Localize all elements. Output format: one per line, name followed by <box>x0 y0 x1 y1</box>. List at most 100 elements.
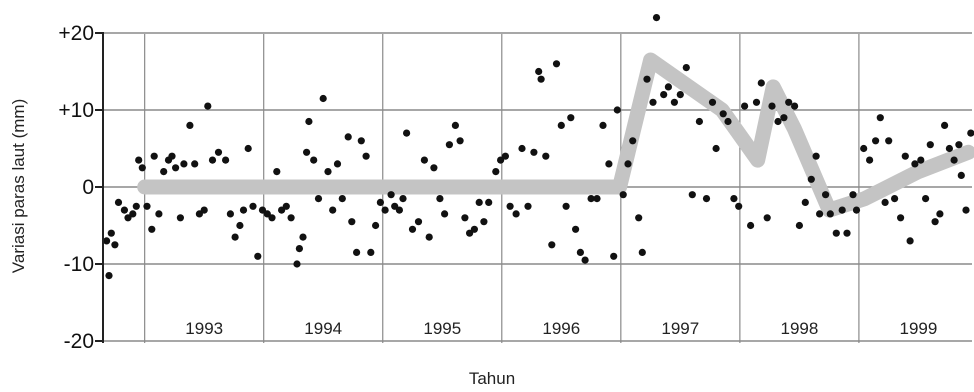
data-point <box>567 114 575 122</box>
y-tick-label: 0 <box>82 176 94 199</box>
data-point <box>114 198 123 206</box>
data-point <box>475 198 483 206</box>
data-point <box>957 171 965 179</box>
data-point <box>282 202 290 210</box>
data-point <box>780 114 788 122</box>
data-point <box>244 144 252 153</box>
data-point <box>610 252 618 260</box>
data-point <box>372 221 380 230</box>
year-label: 1996 <box>542 319 580 338</box>
data-point <box>480 218 488 226</box>
data-point <box>395 206 403 214</box>
data-point <box>941 121 949 129</box>
data-point <box>129 210 137 218</box>
data-point <box>329 206 337 214</box>
data-point <box>293 260 301 268</box>
data-point <box>470 225 478 233</box>
data-point <box>638 248 646 256</box>
data-point <box>461 214 469 222</box>
data-point <box>414 218 423 226</box>
data-point <box>138 164 146 172</box>
data-point <box>456 137 464 145</box>
data-point <box>576 248 585 256</box>
data-point <box>936 210 944 218</box>
x-axis-title: Tahun <box>469 369 515 388</box>
data-point <box>752 98 761 106</box>
data-point <box>593 195 601 203</box>
data-point <box>557 121 565 129</box>
data-point <box>812 152 820 160</box>
data-point <box>399 195 407 203</box>
data-point <box>926 141 934 149</box>
data-point <box>314 195 323 203</box>
data-point <box>897 214 905 222</box>
data-point <box>664 83 673 91</box>
data-point <box>562 202 570 210</box>
y-tick-labels: +20 +10 0 -10 -20 <box>58 22 94 353</box>
data-point <box>931 218 939 226</box>
year-label: 1995 <box>423 319 461 338</box>
data-point <box>367 248 375 256</box>
data-point <box>445 141 453 149</box>
data-point <box>950 156 958 164</box>
data-point <box>132 202 140 210</box>
data-point <box>757 79 765 87</box>
data-point <box>676 91 684 99</box>
data-point <box>832 229 840 237</box>
data-point <box>236 221 244 230</box>
data-point <box>891 195 899 203</box>
data-point <box>268 214 276 222</box>
data-point <box>876 114 884 122</box>
y-tick-label: +20 <box>58 22 94 45</box>
data-point <box>922 195 930 203</box>
data-point <box>204 102 212 110</box>
data-point <box>535 67 543 76</box>
data-point <box>408 225 417 233</box>
data-point <box>795 221 804 230</box>
data-point <box>148 225 156 233</box>
axes <box>95 32 104 343</box>
data-point <box>357 137 365 145</box>
year-label: 1998 <box>780 319 818 338</box>
data-point <box>530 148 538 156</box>
data-point <box>552 60 561 68</box>
data-point <box>695 117 704 126</box>
data-point <box>712 144 720 153</box>
data-point <box>143 202 151 210</box>
data-point <box>150 152 158 160</box>
data-point <box>763 214 771 222</box>
data-point <box>962 206 970 214</box>
data-point <box>635 214 643 222</box>
data-points <box>103 14 974 280</box>
data-point <box>305 117 313 126</box>
data-point <box>492 168 500 176</box>
data-point <box>501 152 509 160</box>
data-point <box>801 198 809 206</box>
data-point <box>430 164 438 172</box>
data-point <box>852 206 861 214</box>
data-point <box>466 229 474 237</box>
data-point <box>324 168 332 176</box>
data-point <box>518 144 526 153</box>
data-point <box>176 214 184 222</box>
data-point <box>643 75 651 83</box>
data-point <box>768 102 776 110</box>
data-point <box>670 98 679 106</box>
data-point <box>436 195 444 203</box>
data-point <box>353 248 361 256</box>
data-point <box>605 160 613 168</box>
data-point <box>105 272 113 280</box>
data-point <box>111 241 119 249</box>
data-point <box>885 137 893 145</box>
data-point <box>239 206 248 214</box>
data-point <box>537 75 545 83</box>
data-point <box>619 191 627 199</box>
data-point <box>730 195 738 203</box>
y-tick-label: -20 <box>64 330 94 353</box>
data-point <box>303 148 311 156</box>
data-point <box>901 152 909 160</box>
data-point <box>548 241 556 249</box>
data-point <box>826 210 834 218</box>
data-point <box>273 168 281 176</box>
